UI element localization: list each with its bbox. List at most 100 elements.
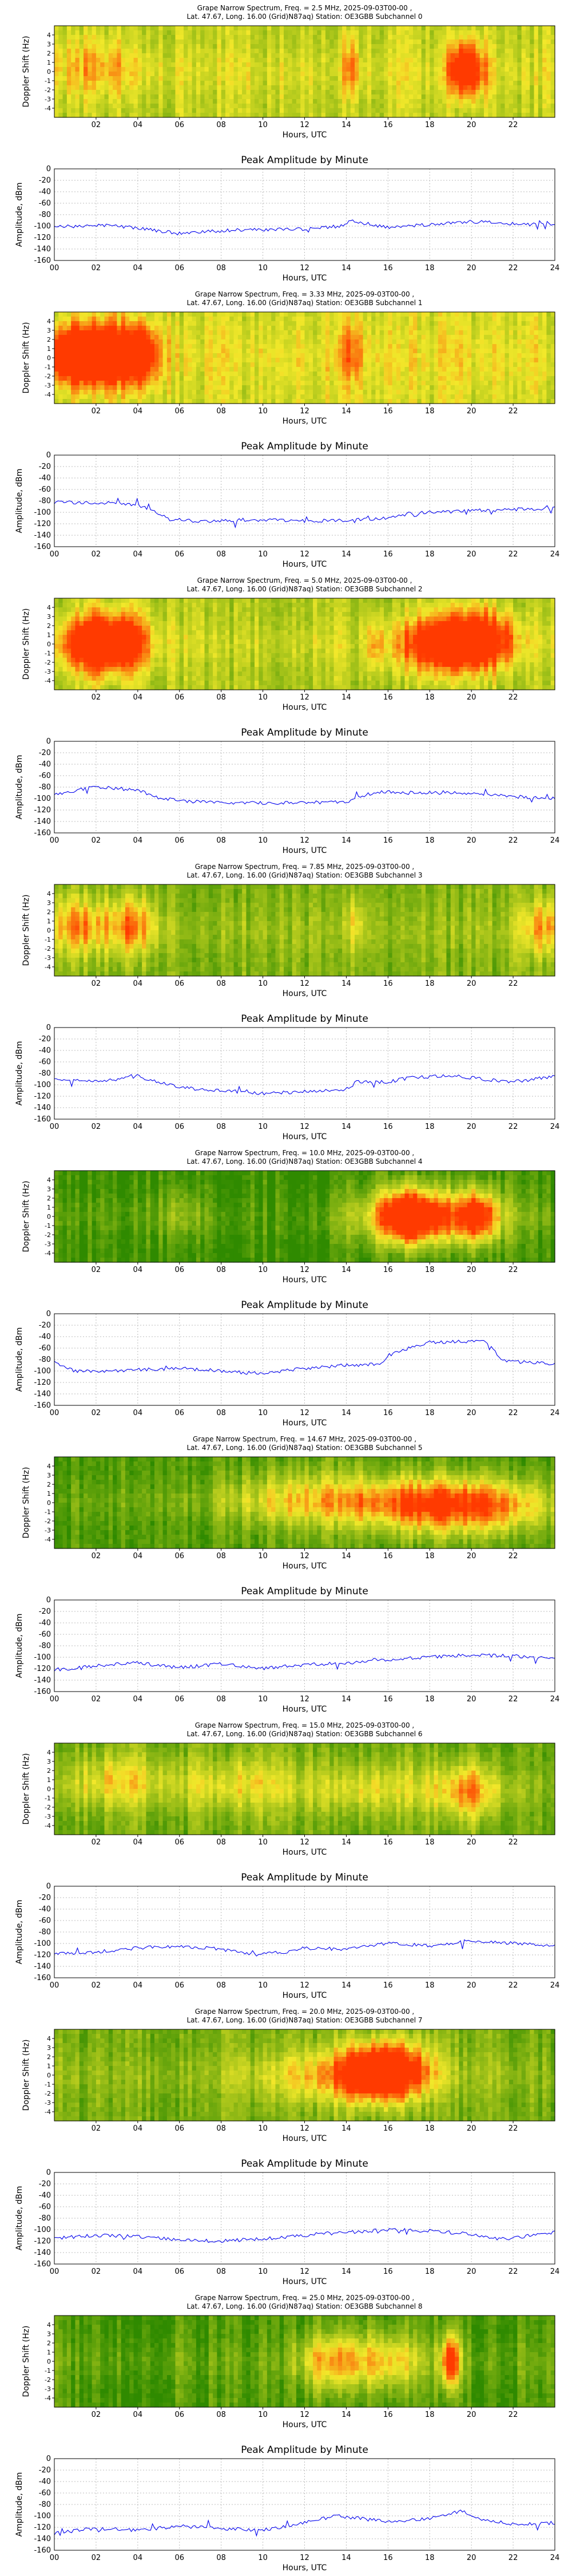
heat-cell: [342, 394, 347, 400]
heat-cell: [438, 358, 443, 363]
heat-cell: [346, 372, 351, 377]
heat-cell: [455, 85, 459, 90]
heat-cell: [104, 326, 109, 331]
heat-cell: [550, 58, 555, 63]
heat-cell: [255, 344, 259, 349]
heat-cell: [304, 353, 309, 358]
heat-cell: [158, 330, 164, 335]
heat-cell: [154, 44, 159, 49]
heat-cell: [137, 317, 142, 322]
heat-cell: [137, 344, 142, 349]
heat-cell: [263, 330, 268, 335]
heat-cell: [171, 344, 176, 349]
heat-cell: [92, 113, 97, 118]
heat-cell: [117, 58, 122, 63]
heat-cell: [475, 394, 480, 400]
heat-cell: [166, 44, 172, 49]
heat-cell: [133, 362, 138, 368]
heat-cell: [204, 330, 209, 335]
heat-cell: [154, 344, 159, 349]
heat-cell: [471, 353, 476, 358]
heat-cell: [79, 85, 84, 90]
heat-cell: [255, 90, 259, 95]
heat-cell: [217, 339, 222, 345]
heat-cell: [538, 72, 543, 77]
amplitude-xlabel: Hours, UTC: [283, 560, 327, 569]
heat-cell: [421, 326, 426, 331]
heat-cell: [288, 312, 293, 317]
heat-cell: [129, 39, 134, 45]
heat-cell: [500, 53, 506, 58]
heat-cell: [425, 53, 430, 58]
heat-cell: [133, 330, 138, 335]
heat-cell: [438, 53, 443, 58]
heat-cell: [121, 376, 126, 381]
heat-cell: [479, 376, 484, 381]
heat-cell: [538, 330, 543, 335]
heat-cell: [442, 94, 447, 100]
heat-cell: [171, 372, 176, 377]
heat-cell: [363, 335, 368, 340]
heat-cell: [229, 104, 235, 109]
heat-cell: [505, 49, 510, 54]
heat-cell: [430, 339, 435, 345]
heat-cell: [125, 49, 130, 54]
heat-cell: [321, 353, 326, 358]
heat-cell: [225, 67, 230, 72]
heat-cell: [292, 362, 297, 368]
heat-cell: [192, 321, 197, 326]
heat-cell: [413, 26, 418, 31]
heat-cell: [104, 335, 109, 340]
spectrum-ytick-label: 3: [47, 327, 51, 334]
heat-cell: [538, 62, 543, 68]
heat-cell: [355, 358, 359, 363]
heat-cell: [121, 317, 126, 322]
heat-cell: [75, 385, 80, 390]
heat-cell: [267, 399, 272, 404]
heat-cell: [150, 26, 155, 31]
heat-cell: [500, 58, 506, 63]
heat-cell: [425, 90, 430, 95]
heat-cell: [475, 339, 480, 345]
heat-cell: [371, 381, 376, 386]
heat-cell: [196, 362, 201, 368]
heat-cell: [505, 312, 510, 317]
heat-cell: [388, 58, 393, 63]
heat-cell: [100, 94, 105, 100]
heat-cell: [255, 85, 259, 90]
heat-cell: [379, 76, 384, 81]
heat-cell: [530, 53, 535, 58]
heat-cell: [517, 317, 522, 322]
heat-cell: [204, 390, 209, 395]
heat-cell: [304, 26, 309, 31]
heat-cell: [96, 376, 101, 381]
heat-cell: [300, 385, 305, 390]
heat-cell: [484, 67, 488, 72]
heat-cell: [58, 58, 63, 63]
heat-cell: [392, 94, 397, 100]
heat-cell: [237, 72, 243, 77]
heat-cell: [84, 99, 88, 104]
heat-cell: [175, 99, 180, 104]
heat-cell: [388, 339, 393, 345]
amplitude-xtick-label: 10: [258, 264, 268, 272]
heat-cell: [542, 44, 547, 49]
heat-cell: [137, 104, 142, 109]
heat-cell: [242, 367, 247, 372]
heat-cell: [392, 376, 397, 381]
spectrum-ytick-label: -3: [45, 96, 51, 103]
heat-cell: [237, 90, 243, 95]
heat-cell: [225, 353, 230, 358]
heat-cell: [321, 367, 326, 372]
spectrum-title-line1: Grape Narrow Spectrum, Freq. = 3.33 MHz,…: [195, 290, 414, 298]
spectrum-xtick-label: 04: [133, 407, 143, 416]
heat-cell: [455, 362, 459, 368]
heat-cell: [471, 330, 476, 335]
heat-cell: [133, 367, 138, 372]
heat-cell: [538, 326, 543, 331]
heat-cell: [392, 312, 397, 317]
heat-cell: [463, 335, 468, 340]
heat-cell: [196, 62, 201, 68]
heat-cell: [467, 81, 472, 86]
heat-cell: [221, 35, 226, 40]
